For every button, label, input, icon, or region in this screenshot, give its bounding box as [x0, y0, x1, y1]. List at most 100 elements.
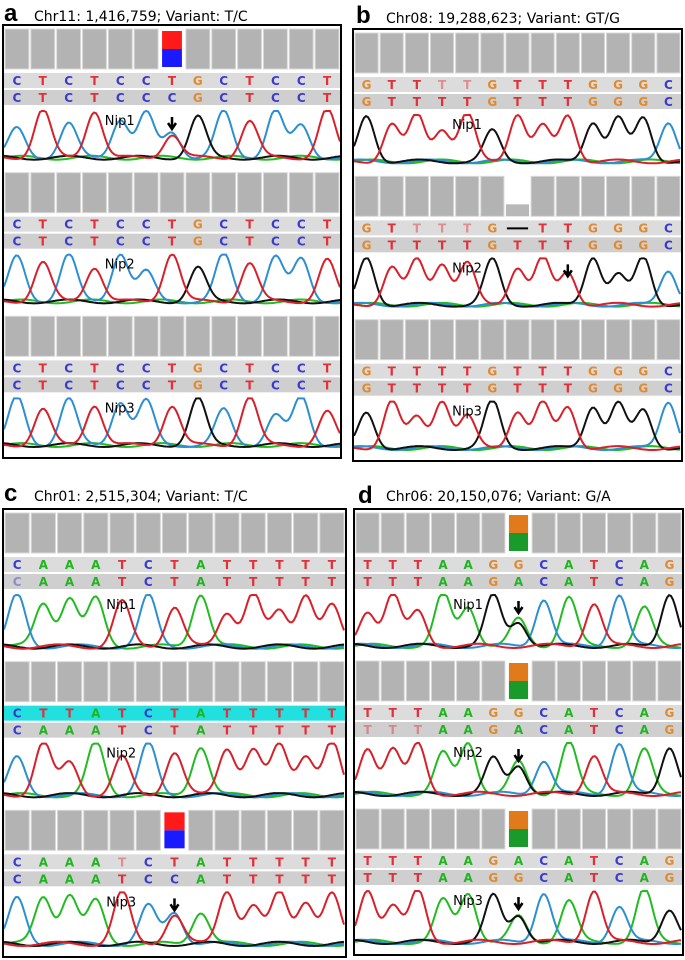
trace-C	[354, 401, 681, 451]
quality-bar	[4, 28, 30, 70]
sample-label: Nip3	[453, 894, 483, 909]
base-call: T	[590, 723, 599, 737]
quality-bar	[211, 172, 237, 214]
base-call: G	[193, 361, 203, 375]
trace-T	[4, 397, 340, 448]
base-call: A	[438, 723, 448, 737]
base-call: C	[142, 218, 151, 232]
base-call: C	[539, 558, 548, 572]
quality-bar	[404, 319, 429, 361]
base-call: C	[116, 235, 125, 249]
base-call: C	[13, 218, 22, 232]
quality-bar	[30, 172, 56, 214]
base-call: T	[323, 91, 332, 105]
quality-bar	[631, 32, 656, 74]
base-call: T	[302, 724, 311, 738]
quality-bar	[505, 32, 530, 74]
base-call: T	[323, 218, 332, 232]
base-call: T	[118, 558, 127, 572]
base-call: A	[196, 855, 206, 869]
quality-bar	[107, 172, 133, 214]
base-call: C	[539, 575, 548, 589]
quality-bar	[293, 661, 319, 703]
base-call: G	[588, 382, 598, 396]
base-call: C	[64, 361, 73, 375]
base-call: T	[539, 382, 548, 396]
trace-T	[4, 253, 340, 305]
variant-arrow-icon	[513, 601, 524, 616]
base-call: T	[170, 575, 179, 589]
panel-letter-c: c	[4, 480, 18, 507]
sequence-row-2-bg	[4, 90, 340, 105]
base-call: T	[249, 724, 258, 738]
quality-bar	[30, 28, 56, 70]
base-call: T	[118, 575, 127, 589]
base-call: T	[275, 558, 284, 572]
het-marker-top	[508, 811, 529, 829]
base-call: A	[438, 575, 448, 589]
quality-bar	[109, 661, 135, 703]
trace-C	[354, 270, 681, 308]
base-call: C	[219, 378, 228, 392]
base-call: G	[638, 221, 648, 235]
base-call: T	[118, 707, 127, 721]
base-call: T	[463, 382, 472, 396]
base-call: T	[170, 558, 179, 572]
base-call: A	[39, 558, 49, 572]
base-call: T	[513, 382, 522, 396]
base-call: T	[168, 361, 177, 375]
panel-letter-d: d	[358, 482, 373, 509]
base-call: T	[590, 575, 599, 589]
trace-T	[354, 400, 681, 451]
base-call: G	[638, 238, 648, 252]
base-call: G	[488, 723, 498, 737]
quality-bar	[556, 512, 581, 554]
base-call: T	[39, 74, 48, 88]
quality-bar	[262, 315, 288, 357]
base-call: T	[414, 706, 423, 720]
variant-arrow-icon	[562, 264, 573, 279]
quality-bar	[319, 661, 345, 703]
quality-bar	[237, 28, 262, 70]
base-call: T	[413, 221, 422, 235]
sample-label: Nip2	[105, 258, 135, 273]
quality-bar	[405, 660, 430, 702]
base-call: G	[638, 95, 648, 109]
base-call: C	[271, 378, 280, 392]
quality-bar	[632, 808, 657, 850]
base-call: T	[118, 872, 127, 886]
sequence-row-1-bg	[355, 557, 682, 572]
base-call: T	[302, 872, 311, 886]
base-call: T	[275, 855, 284, 869]
base-call: A	[91, 575, 101, 589]
sequence-row-1-bg	[4, 705, 345, 721]
base-call: G	[488, 558, 498, 572]
base-call: C	[13, 707, 22, 721]
base-call: G	[193, 74, 203, 88]
quality-bar	[430, 660, 456, 702]
quality-bar	[133, 315, 159, 357]
base-call: A	[39, 872, 49, 886]
base-call: T	[590, 871, 599, 885]
quality-bar	[56, 512, 83, 554]
base-call: C	[144, 707, 153, 721]
base-call: G	[193, 91, 203, 105]
base-call: T	[513, 238, 522, 252]
base-call: C	[142, 91, 151, 105]
base-call: A	[91, 724, 101, 738]
base-call: C	[271, 91, 280, 105]
base-call: G	[638, 78, 648, 92]
het-marker-top	[162, 31, 182, 49]
base-call: G	[193, 218, 203, 232]
quality-bar	[109, 512, 135, 554]
trace-C	[355, 594, 682, 649]
panel-b: G T T T T G T T T G G G C G T T T T G T T T G G G C Nip1 G T T T T G T T G G…	[352, 28, 683, 462]
base-call: A	[438, 558, 448, 572]
quality-bar	[404, 175, 429, 217]
base-call: A	[514, 723, 524, 737]
base-call: G	[613, 365, 623, 379]
quality-bar	[354, 175, 379, 217]
base-call: C	[664, 382, 673, 396]
